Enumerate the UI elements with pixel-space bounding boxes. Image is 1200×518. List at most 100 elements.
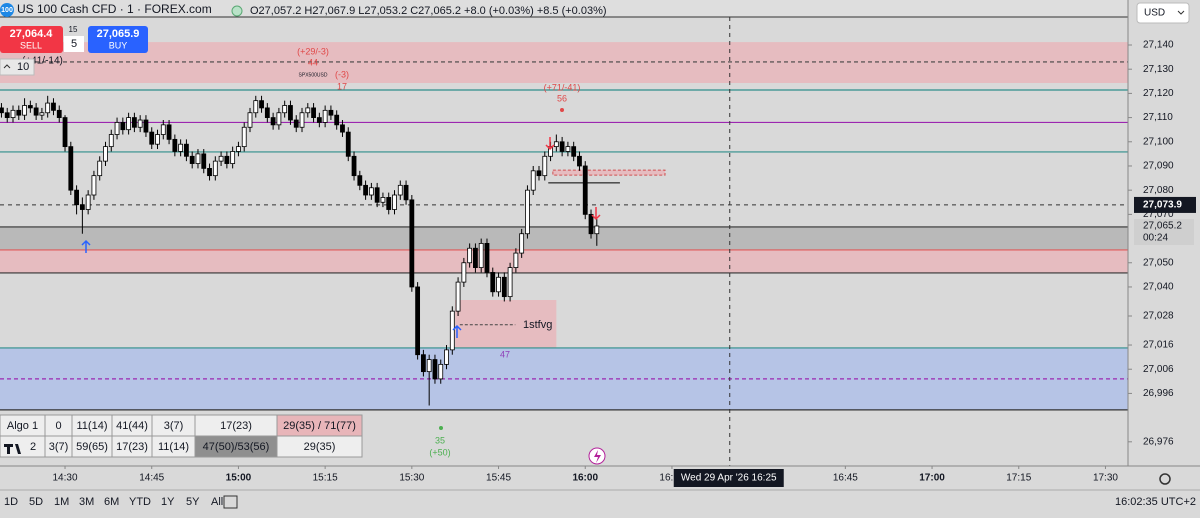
candle-body — [594, 225, 600, 235]
candle-body — [85, 194, 91, 210]
buy-button[interactable] — [88, 26, 148, 53]
settings-icon[interactable] — [1159, 473, 1171, 485]
annotation: 47 — [500, 349, 510, 359]
x-tick-label: 15:15 — [313, 473, 338, 484]
table-text: 17(23) — [220, 420, 252, 432]
table-text: 3(7) — [49, 441, 69, 453]
table-text: 41(44) — [116, 420, 148, 432]
candle-body — [380, 197, 386, 203]
candle-body — [10, 109, 16, 118]
candle-body — [582, 165, 588, 215]
y-tick-label: 27,028 — [1143, 311, 1174, 322]
candle-body — [131, 117, 137, 128]
range-button[interactable]: 6M — [104, 496, 119, 508]
annotation: 35 — [435, 435, 445, 445]
buy-label[interactable]: BUY — [109, 40, 128, 50]
table: Algo 1 0 11(14) 41(44) 3(7) 17(23) 29(35) / 71… — [0, 414, 363, 458]
candle-body — [559, 141, 565, 152]
buy-price[interactable]: 27,065.9 — [97, 28, 140, 40]
candle-body — [351, 155, 357, 177]
candle-body — [484, 243, 490, 273]
range-button[interactable]: 3M — [79, 496, 94, 508]
candle-body — [530, 170, 536, 191]
candle-body — [571, 146, 577, 157]
y-tick-label: 27,090 — [1143, 161, 1174, 172]
candle-body — [137, 119, 143, 128]
candle-body — [420, 354, 426, 373]
qty-box[interactable] — [64, 36, 84, 52]
candle-body — [345, 131, 351, 157]
range-button[interactable]: 5Y — [186, 496, 200, 508]
candle-body — [224, 155, 230, 164]
lightning — [594, 450, 601, 463]
candle-body — [108, 134, 114, 148]
candle-body — [91, 175, 97, 196]
candle-body — [374, 187, 380, 203]
candle-body — [415, 286, 421, 356]
candle-body — [305, 107, 311, 114]
range-button[interactable]: 5D — [29, 496, 43, 508]
candle-body — [166, 124, 172, 140]
sell-button[interactable] — [0, 26, 63, 53]
candle-body — [201, 153, 207, 169]
candle-body — [478, 243, 484, 268]
candle-body — [438, 363, 444, 380]
range-button[interactable]: 1M — [54, 496, 69, 508]
candle-body — [357, 175, 363, 186]
qty[interactable]: 5 — [71, 38, 77, 50]
sell-label[interactable]: SELL — [20, 40, 42, 50]
candle-body — [368, 187, 374, 196]
lots-box[interactable] — [0, 58, 35, 76]
candle-body — [172, 138, 178, 152]
currency[interactable]: USD — [1144, 8, 1165, 19]
range-button[interactable]: All — [211, 496, 223, 508]
sell-price[interactable]: 27,064.4 — [10, 28, 54, 40]
candle-body — [270, 117, 276, 126]
candle-body — [51, 102, 56, 111]
candle-body — [79, 204, 85, 210]
status-dot — [231, 5, 243, 17]
range-button[interactable]: 1D — [4, 496, 18, 508]
candle-body — [230, 151, 236, 164]
table-text: 29(35) — [304, 441, 336, 453]
candle-body — [316, 117, 322, 123]
annotation: 17 — [337, 81, 347, 91]
table-text: 11(14) — [77, 420, 108, 432]
currency-box[interactable] — [1136, 2, 1190, 24]
candle-body — [577, 155, 582, 167]
y-tick-label: 27,130 — [1143, 64, 1174, 75]
candle-body — [22, 105, 27, 116]
candle-body — [392, 194, 397, 210]
candle-body — [501, 276, 507, 298]
candle-body — [45, 102, 51, 114]
range-button[interactable]: YTD — [129, 496, 151, 508]
table-text: 17(23) — [116, 441, 148, 453]
crosshair-y-label: 27,073.9 — [1143, 200, 1182, 211]
candle-body — [74, 189, 79, 206]
y-tick-label: 26,976 — [1143, 436, 1174, 447]
calendar-icon[interactable] — [223, 495, 238, 509]
y-tick-label: 26,996 — [1143, 388, 1174, 399]
symbol-icon — [0, 3, 14, 17]
annotation: (+71/-41) — [544, 82, 581, 92]
annotation: 56 — [557, 93, 567, 103]
candle-body — [247, 112, 253, 128]
candle-body — [39, 112, 45, 116]
range-button[interactable]: 1Y — [161, 496, 175, 508]
candle-body — [322, 109, 328, 123]
icon-text: 100 — [1, 7, 13, 14]
header-bar — [0, 0, 1128, 17]
candle-body — [0, 107, 4, 114]
up-arrows — [81, 239, 462, 338]
candle-body — [334, 114, 340, 126]
candle-body — [189, 155, 195, 164]
symbol[interactable]: US 100 Cash CFD · 1 · FOREX.com — [17, 2, 212, 16]
candle-body — [184, 143, 189, 157]
lots[interactable]: 10 — [17, 61, 29, 73]
candle-body — [449, 310, 455, 351]
annotation: (+29/-3) — [297, 46, 329, 56]
fvg-box — [552, 169, 666, 176]
table-text: 47(50)/53(56) — [203, 441, 270, 453]
y-tick-label: 27,100 — [1143, 136, 1174, 147]
